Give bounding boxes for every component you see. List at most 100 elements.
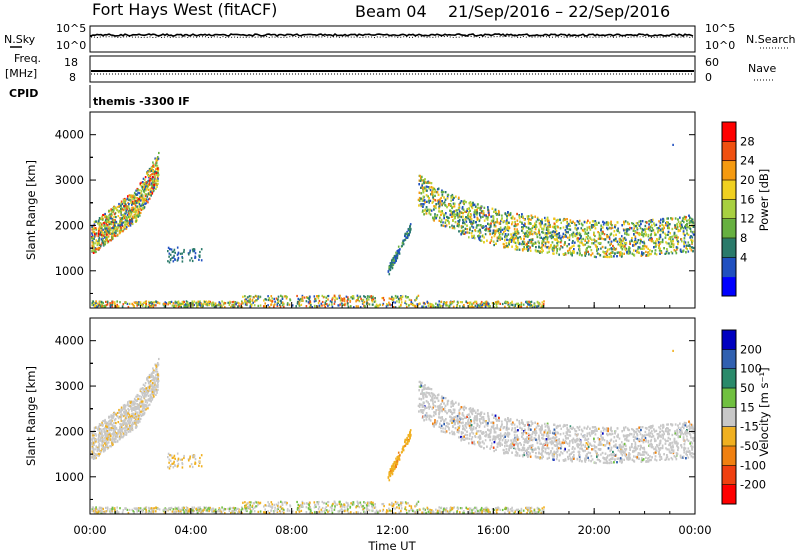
power-cell <box>506 227 508 230</box>
power-cell <box>544 216 546 219</box>
power-cell <box>542 249 544 252</box>
power-cell <box>556 242 558 245</box>
power-cell <box>93 230 95 233</box>
power-cell <box>265 298 267 301</box>
power-cell <box>626 250 628 253</box>
power-cell <box>574 241 576 244</box>
power-cell <box>634 225 637 228</box>
power-cell <box>103 241 106 244</box>
power-cell <box>119 229 121 232</box>
power-cell <box>424 201 426 204</box>
power-cell <box>471 225 473 228</box>
power-cell <box>636 226 638 230</box>
power-cell <box>360 297 362 300</box>
power-cell <box>552 249 554 252</box>
power-cell <box>527 248 530 251</box>
power-cell <box>316 305 319 308</box>
power-cell <box>147 185 150 188</box>
power-cell <box>105 222 107 225</box>
power-cell <box>372 298 375 301</box>
power-cell <box>549 235 551 238</box>
power-cell <box>462 222 464 225</box>
power-cell <box>669 245 672 248</box>
power-cell <box>608 236 611 239</box>
power-cell <box>532 225 534 228</box>
power-cell <box>104 220 106 223</box>
power-cell <box>441 193 444 196</box>
power-cell <box>576 220 579 223</box>
power-cell <box>545 246 548 249</box>
power-cell <box>344 302 346 305</box>
power-cell <box>309 302 312 305</box>
power-cell <box>441 212 444 215</box>
power-cell <box>526 230 528 233</box>
power-cell <box>441 210 443 213</box>
power-cell <box>99 226 101 229</box>
power-cell <box>516 247 519 250</box>
power-cell <box>104 216 106 219</box>
power-cell <box>138 199 140 202</box>
power-cell <box>422 205 424 208</box>
power-cell <box>607 235 609 238</box>
power-cell <box>511 221 514 224</box>
power-cell <box>106 301 109 304</box>
power-cell <box>658 249 661 252</box>
power-cell <box>625 230 628 233</box>
power-cell <box>470 214 473 217</box>
power-cell <box>644 224 647 228</box>
power-cell <box>493 223 496 227</box>
power-cell <box>145 202 147 205</box>
power-cell <box>148 303 150 306</box>
power-cell <box>614 252 616 255</box>
power-cell <box>339 303 341 306</box>
power-cell <box>434 213 436 216</box>
power-cell <box>638 246 641 249</box>
power-cell <box>537 240 540 243</box>
power-cell <box>665 223 667 227</box>
power-cell <box>98 229 100 232</box>
power-cell <box>149 179 151 182</box>
power-cell <box>134 200 137 203</box>
power-cell <box>647 247 649 250</box>
power-cell <box>119 222 121 225</box>
power-cell <box>690 220 692 223</box>
power-cell <box>463 229 465 232</box>
power-cell <box>469 303 471 306</box>
power-cell <box>409 231 411 234</box>
power-cell <box>570 246 572 249</box>
power-cell <box>108 209 110 212</box>
power-cell <box>136 208 139 211</box>
power-cell <box>472 221 475 224</box>
power-cell <box>133 301 136 304</box>
power-cell <box>303 296 306 299</box>
power-cell <box>680 238 683 241</box>
power-cell <box>501 237 503 240</box>
power-cell <box>495 242 497 245</box>
power-cell <box>625 238 627 241</box>
power-cell <box>155 160 158 163</box>
power-cell <box>527 220 530 223</box>
power-cell <box>483 236 485 239</box>
power-cell <box>499 228 502 231</box>
power-cell <box>106 241 109 244</box>
power-cell <box>627 228 629 231</box>
power-cell <box>454 221 457 224</box>
power-cell <box>91 249 93 252</box>
power-cell <box>499 236 502 239</box>
power-cell <box>120 220 123 223</box>
power-cell <box>629 242 631 245</box>
power-cell <box>150 182 153 185</box>
power-cell <box>468 218 471 221</box>
power-cell <box>493 221 495 224</box>
power-cell <box>214 302 217 305</box>
power-cell <box>669 232 671 235</box>
power-cell <box>566 226 568 229</box>
nave-tick-bottom: 0 <box>705 71 712 84</box>
power-cell <box>460 200 463 203</box>
power-cell <box>122 201 125 204</box>
power-cell <box>325 296 328 299</box>
power-cell <box>568 228 570 231</box>
power-cell <box>603 251 605 254</box>
power-cell <box>444 303 447 306</box>
power-cell <box>624 228 626 232</box>
